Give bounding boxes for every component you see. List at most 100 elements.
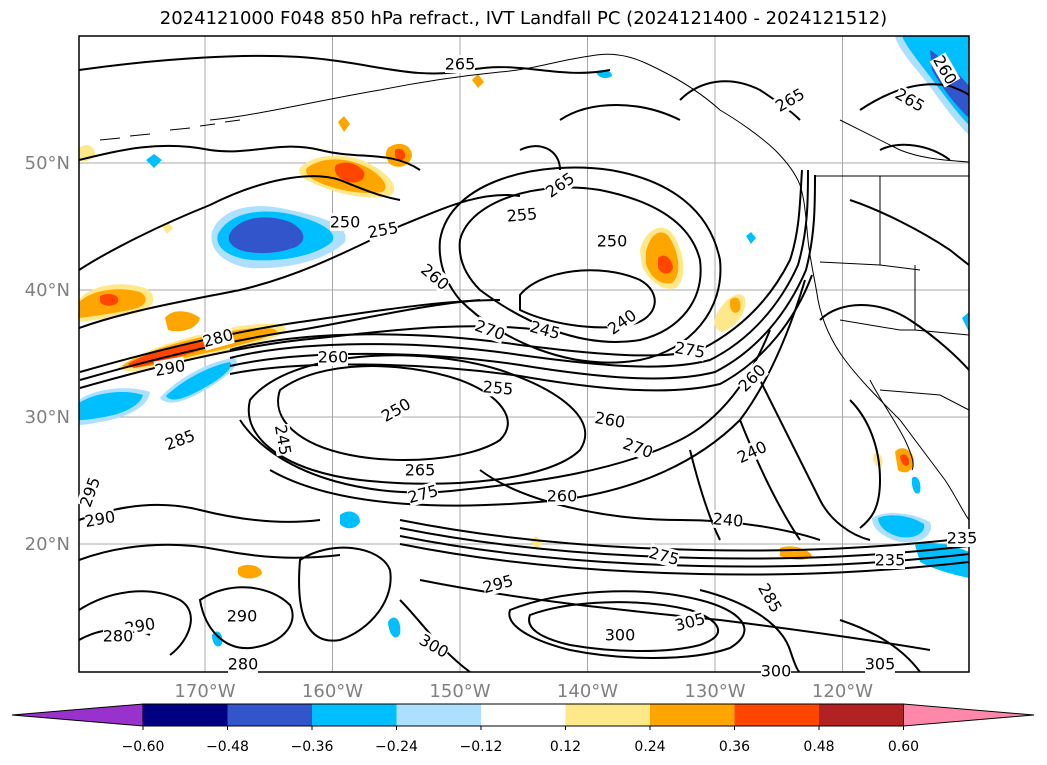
contour-line [479,469,821,541]
contour-label-background [406,481,440,507]
colorbar [11,703,1035,727]
colorbar-tick-labels: −0.60 −0.48 −0.36 −0.24 −0.12 0.12 0.24 0.36 0.4… [122,726,919,755]
contour-value-label: 280 [103,627,134,646]
contour-line [79,144,421,171]
contour-label-background [875,551,905,569]
figure-title: 2024121000 F048 850 hPa refract., IVT La… [159,8,888,29]
contour-line [849,199,969,266]
contour-label-background [673,609,707,635]
colorbar-segment [481,704,566,726]
contour-label-background [378,394,414,426]
latitude-label: 40°N [25,280,70,301]
contour-label-background [647,543,681,569]
contour-label-background [481,571,515,597]
contour-label-background [227,607,257,625]
colorbar-segment [143,704,228,726]
colorbar-tick-label: 0.12 [550,739,581,755]
contour-value-label: 280 [228,655,259,674]
contour-line [269,279,806,507]
state-border [839,319,915,331]
contour-label-background [735,361,769,395]
longitude-label: 130°W [684,681,745,702]
contour-label-background [445,55,475,73]
aleutian-islands [99,119,241,141]
contour-line [79,299,501,373]
negative-anomaly-patch [902,36,969,125]
positive-anomaly-patch [900,454,910,466]
north-america-west-coast [799,184,969,521]
negative-anomaly-patch [915,542,969,578]
colorbar-tick-label: −0.12 [460,739,503,755]
contour-value-label: 260 [318,348,349,367]
contour-value-label: 265 [405,461,436,480]
latitude-labels: 50°N 40°N 30°N 20°N [25,153,70,555]
longitude-label: 120°W [812,681,873,702]
contour-line [79,175,401,271]
contour-label-background [416,630,452,662]
contour-line [699,589,801,672]
contour-label-background [772,84,808,116]
longitude-label: 150°W [429,681,490,702]
contour-label-background [330,213,360,231]
contour-label-background [547,487,577,505]
contour-line [519,145,561,171]
colorbar-max-extension [903,703,1035,727]
contour-value-label: 300 [605,626,636,645]
contour-label-background [542,169,578,201]
negative-anomaly-patch [146,154,162,168]
negative-anomaly-patch [878,515,925,538]
contour-line [198,586,294,650]
contour-label-background [76,474,104,510]
colorbar-frame [142,703,904,727]
positive-anomaly-patch [100,294,119,306]
coastlines [99,53,969,521]
contour-label-background [754,580,786,616]
contour-line [247,354,587,485]
map-frame [78,35,970,673]
contour-value-label: 305 [865,655,896,674]
contour-label-background [366,218,400,242]
contour-line [298,546,392,642]
shaded-anomalies [79,36,969,647]
longitude-label: 140°W [557,681,618,702]
contour-line [239,329,771,494]
contour-label-background [947,529,977,547]
contour-line [689,449,721,541]
contour-label-background [761,662,791,680]
positive-anomaly-patch [238,564,262,579]
contour-label-background [605,626,635,644]
contour-label-background [712,509,744,531]
contour-value-label: 260 [547,487,578,506]
colorbar-segment [734,704,819,726]
contour-line [229,169,803,357]
alaska-coastline [209,53,801,186]
contour-line [839,619,921,672]
colorbar-tick-label: 0.48 [803,739,834,755]
contour-value-label: 250 [597,232,628,251]
contour-line [229,169,809,368]
contour-label-background [83,507,117,531]
latitude-label: 30°N [25,407,70,428]
negative-anomaly-patch [388,617,401,638]
contour-line [739,419,801,541]
negative-anomaly-patch [166,362,232,400]
contour-line [79,54,611,75]
contour-label-background [734,437,770,467]
contour-line [79,590,192,656]
contour-label-background [865,655,895,673]
negative-anomaly-patch [746,232,756,244]
contour-line [859,83,969,111]
colorbar-tick-label: 0.60 [888,739,919,755]
contour-label-background [482,377,514,399]
contour-value-label: 235 [947,529,978,548]
contour-label-background [604,306,640,338]
colorbar-tick-label: −0.48 [206,739,249,755]
positive-anomaly-patch [911,476,921,494]
colorbar-segment [396,704,481,726]
contour-line [849,399,882,529]
contour-label-background [103,627,133,645]
longitude-label: 170°W [174,681,235,702]
contour-label-background [153,356,187,380]
